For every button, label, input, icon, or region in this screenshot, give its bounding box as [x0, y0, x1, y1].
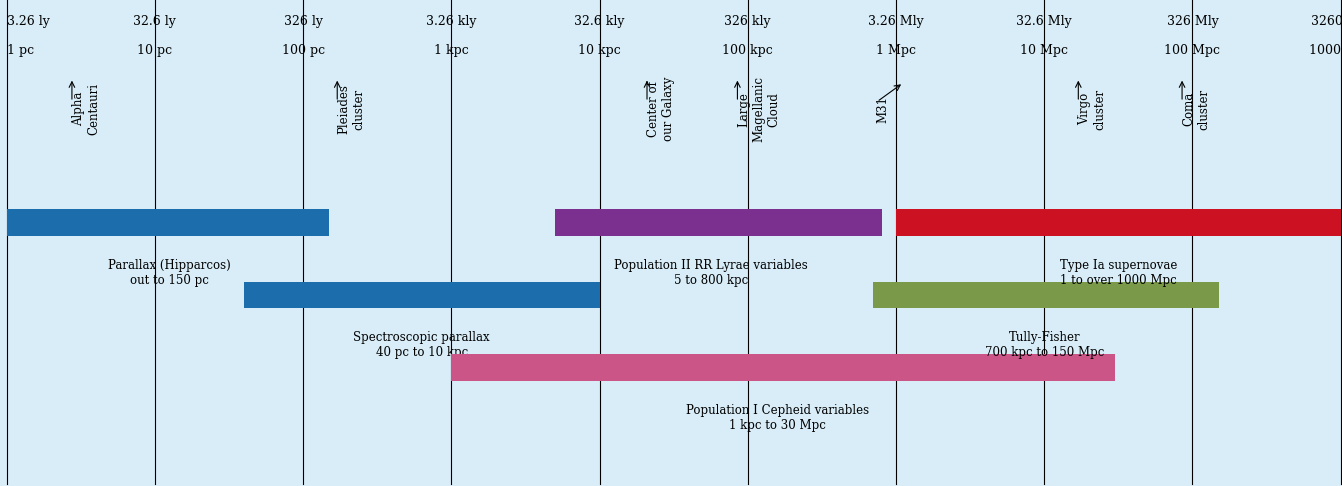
Text: 3.26 ly: 3.26 ly	[7, 15, 50, 28]
Text: Coma
cluster: Coma cluster	[1182, 88, 1210, 130]
Text: M31: M31	[876, 96, 890, 122]
Text: 1 kpc: 1 kpc	[433, 44, 468, 57]
Text: 3.26 Mly: 3.26 Mly	[868, 15, 923, 28]
Bar	[556, 209, 882, 236]
Text: Tully-Fisher
700 kpc to 150 Mpc: Tully-Fisher 700 kpc to 150 Mpc	[985, 331, 1104, 360]
Text: 1 pc: 1 pc	[7, 44, 34, 57]
Text: Spectroscopic parallax
40 pc to 10 kpc: Spectroscopic parallax 40 pc to 10 kpc	[353, 331, 490, 360]
Text: 10 pc: 10 pc	[137, 44, 173, 57]
Text: Alpha
Centauri: Alpha Centauri	[72, 83, 99, 135]
Text: Type Ia supernovae
1 to over 1000 Mpc: Type Ia supernovae 1 to over 1000 Mpc	[1060, 259, 1177, 287]
Text: Virgo
cluster: Virgo cluster	[1079, 88, 1106, 130]
Text: Center of
our Galaxy: Center of our Galaxy	[647, 77, 675, 141]
Text: 100 pc: 100 pc	[282, 44, 325, 57]
Text: Pleiades
cluster: Pleiades cluster	[337, 84, 365, 134]
Text: 32.6 Mly: 32.6 Mly	[1016, 15, 1072, 28]
Text: 100 kpc: 100 kpc	[722, 44, 773, 57]
Text: 1 Mpc: 1 Mpc	[876, 44, 917, 57]
Text: Population I Cepheid variables
1 kpc to 30 Mpc: Population I Cepheid variables 1 kpc to …	[686, 404, 870, 432]
Text: Parallax (Hipparcos)
out to 150 pc: Parallax (Hipparcos) out to 150 pc	[109, 259, 231, 287]
Text: 326 Mly: 326 Mly	[1166, 15, 1219, 28]
Text: 10 kpc: 10 kpc	[578, 44, 621, 57]
Text: 10 Mpc: 10 Mpc	[1020, 44, 1068, 57]
Bar	[874, 282, 1219, 309]
Text: 32.6 ly: 32.6 ly	[133, 15, 176, 28]
Bar	[451, 354, 1115, 381]
Text: Population II RR Lyrae variables
5 to 800 kpc: Population II RR Lyrae variables 5 to 80…	[613, 259, 808, 287]
Text: 1000 Mpc: 1000 Mpc	[1308, 44, 1342, 57]
Text: 326 kly: 326 kly	[725, 15, 772, 28]
Text: 3260 Mly: 3260 Mly	[1311, 15, 1342, 28]
Text: 32.6 kly: 32.6 kly	[574, 15, 625, 28]
Bar	[896, 209, 1341, 236]
Bar	[7, 209, 329, 236]
Text: Large
Magellanic
Cloud: Large Magellanic Cloud	[737, 76, 781, 142]
Bar	[244, 282, 600, 309]
Text: 3.26 kly: 3.26 kly	[427, 15, 476, 28]
Text: 326 ly: 326 ly	[283, 15, 322, 28]
Text: 100 Mpc: 100 Mpc	[1165, 44, 1220, 57]
